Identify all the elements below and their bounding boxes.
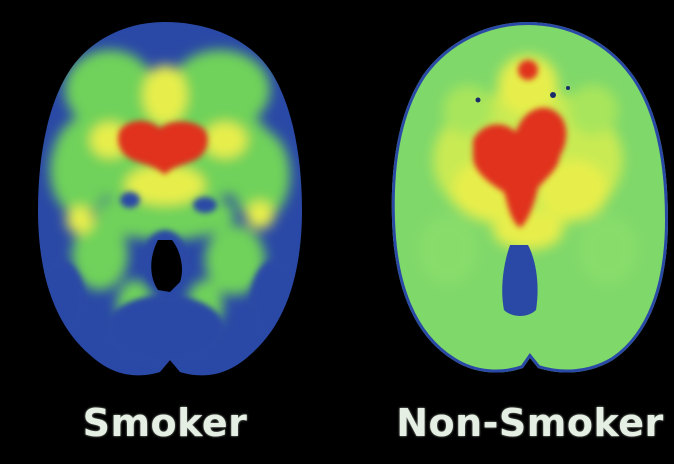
smoker-caption: Smoker — [82, 401, 248, 445]
nonsmoker-caption: Non-Smoker — [396, 401, 664, 445]
nonsmoker-brain-scan — [378, 0, 674, 400]
smoker-brain-scan — [20, 0, 316, 400]
